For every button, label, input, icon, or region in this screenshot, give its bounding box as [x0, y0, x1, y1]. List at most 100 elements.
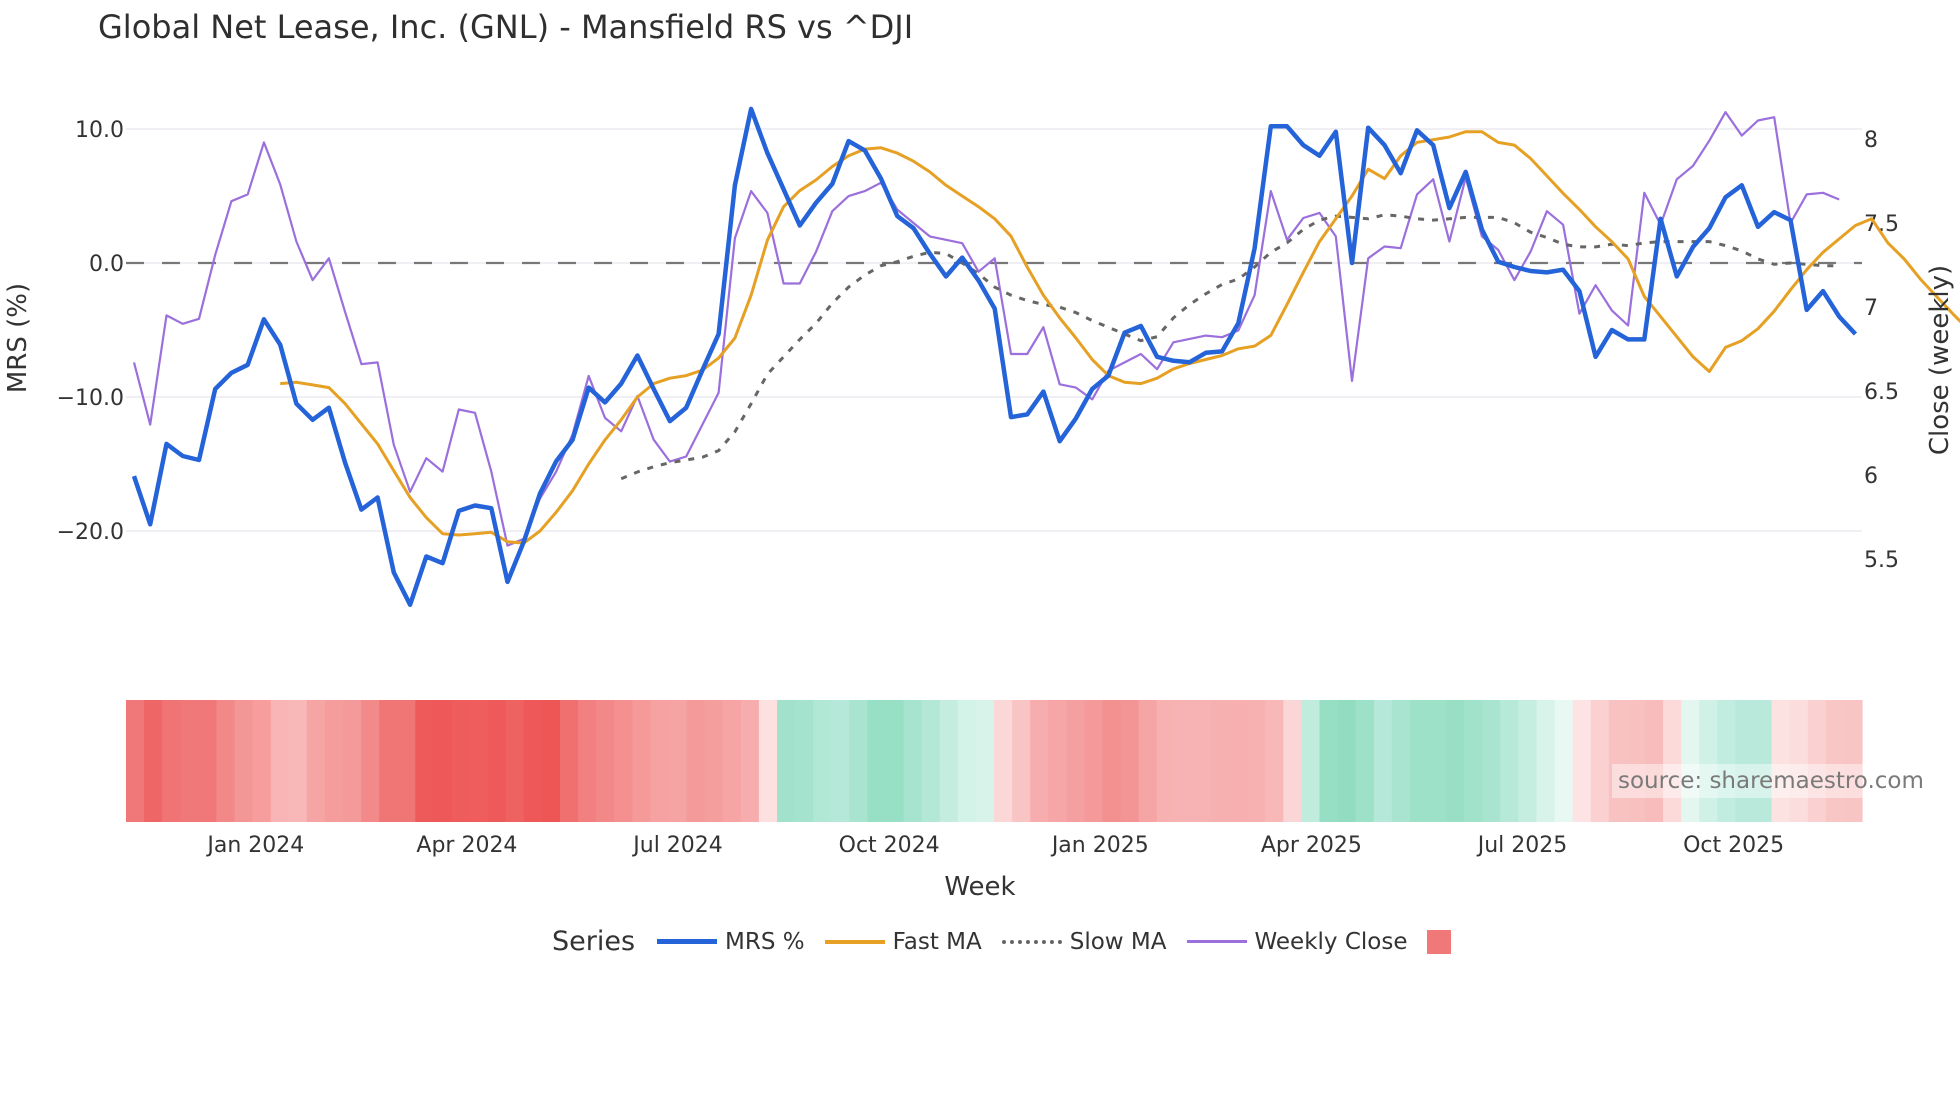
heatmap-cell: [1319, 700, 1339, 822]
heatmap-cell: [1807, 700, 1827, 822]
heatmap-cell: [324, 700, 344, 822]
x-tick-label: Oct 2024: [839, 833, 940, 858]
legend-swatch-mrs: [657, 939, 718, 944]
legend-label: Weekly Close: [1254, 928, 1408, 955]
heatmap-cell: [162, 700, 181, 822]
gridlines: [126, 128, 1862, 532]
heatmap-cell: [1717, 700, 1736, 822]
heatmap-cell: [1843, 700, 1863, 822]
x-tick-label: Jan 2025: [1050, 833, 1149, 858]
heatmap-cell: [126, 700, 145, 822]
heatmap-cell: [451, 700, 471, 822]
heatmap-cell: [144, 700, 163, 822]
heatmap-cell: [578, 700, 597, 822]
x-tick-label: Jul 2024: [631, 833, 723, 858]
heatmap-cell: [361, 700, 380, 822]
heatmap-cell: [939, 700, 959, 822]
heatmap-cell: [1789, 700, 1809, 822]
heatmap-cell: [379, 700, 398, 822]
heatmap-cell: [614, 700, 633, 822]
x-tick-label: Apr 2024: [416, 833, 517, 858]
heatmap-cell: [1663, 700, 1682, 822]
heatmap-cell: [650, 700, 670, 822]
mrs-line: [131, 106, 1858, 607]
heatmap-cell: [487, 700, 507, 822]
legend-item-fast-ma[interactable]: Fast MA: [824, 929, 982, 955]
legend-swatch-fast-ma: [824, 939, 885, 944]
heatmap-cell: [1138, 700, 1158, 822]
legend-title: Series: [552, 926, 636, 957]
heatmap-cell: [270, 700, 290, 822]
y2-tick-label: 6.5: [1864, 380, 1899, 405]
y-tick-label: −20.0: [57, 520, 124, 545]
heatmap-cell: [216, 700, 236, 822]
heatmap-cell: [1084, 700, 1104, 822]
heatmap-cell: [415, 700, 434, 822]
y2-tick-label: 6: [1864, 464, 1878, 489]
heatmap-cell: [288, 700, 308, 822]
heatmap-cell: [1102, 700, 1122, 822]
heatmap-cell: [957, 700, 977, 822]
heatmap-cell: [1771, 700, 1791, 822]
heatmap-cell: [1482, 700, 1501, 822]
heatmap-cell: [180, 700, 199, 822]
heatmap-cell: [1590, 700, 1610, 822]
heatmap-cell: [1518, 700, 1538, 822]
legend: Series MRS % Fast MA Slow MA Weekly Clos…: [552, 926, 1471, 957]
heatmap-cell: [740, 700, 760, 822]
fast-ma-line: [280, 130, 1960, 545]
heatmap-cell: [1572, 700, 1592, 822]
heatmap-cell: [849, 700, 868, 822]
heatmap-cell: [1012, 700, 1031, 822]
heatmap-cell: [632, 700, 651, 822]
heatmap-cell: [813, 700, 832, 822]
legend-item-mrs[interactable]: MRS %: [657, 929, 805, 955]
y2-axis-label: Close (weekly): [1925, 265, 1955, 455]
heatmap-cell: [1626, 700, 1646, 822]
heatmap-cell: [1735, 700, 1755, 822]
x-axis-label: Week: [944, 872, 1016, 902]
mrs-heatmap-strip: [126, 700, 1863, 822]
legend-label: Slow MA: [1069, 928, 1167, 955]
y2-axis-ticks: 87.576.565.5: [1864, 128, 1899, 573]
x-tick-label: Oct 2025: [1683, 833, 1784, 858]
heatmap-cell: [903, 700, 923, 822]
legend-item-weekly-close[interactable]: Weekly Close: [1186, 928, 1408, 955]
y-tick-label: −10.0: [57, 386, 124, 411]
y2-tick-label: 5.5: [1864, 548, 1899, 573]
heatmap-cell: [1446, 700, 1465, 822]
heatmap-cell: [1337, 700, 1357, 822]
heatmap-cell: [1192, 700, 1212, 822]
legend-swatch-weekly-close: [1186, 940, 1247, 943]
heatmap-cell: [668, 700, 688, 822]
series-lines: [131, 106, 1960, 607]
heatmap-cell: [1554, 700, 1574, 822]
y-axis-label: MRS (%): [3, 283, 33, 393]
heatmap-cell: [252, 700, 272, 822]
heatmap-cell: [1608, 700, 1628, 822]
legend-swatch-slow-ma: [1001, 939, 1062, 944]
heatmap-cell: [234, 700, 254, 822]
heatmap-cell: [1753, 700, 1773, 822]
y2-tick-label: 8: [1864, 128, 1878, 153]
heatmap-cell: [1265, 700, 1284, 822]
heatmap-cell: [1428, 700, 1447, 822]
heatmap-cell: [1391, 700, 1411, 822]
heatmap-cell: [1247, 700, 1266, 822]
heatmap-cell: [1681, 700, 1700, 822]
heatmap-cell: [1156, 700, 1176, 822]
heatmap-cell: [975, 700, 995, 822]
legend-swatch-heatmap: [1427, 929, 1452, 954]
heatmap-cell: [343, 700, 362, 822]
heatmap-cell: [1066, 700, 1085, 822]
heatmap-cell: [1301, 700, 1321, 822]
heatmap-cell: [1373, 700, 1393, 822]
legend-item-heatmap[interactable]: [1427, 929, 1452, 954]
heatmap-cell: [722, 700, 742, 822]
heatmap-cell: [1464, 700, 1483, 822]
legend-item-slow-ma[interactable]: Slow MA: [1001, 928, 1167, 955]
heatmap-cell: [397, 700, 416, 822]
heatmap-cell: [1536, 700, 1556, 822]
heatmap-cell: [686, 700, 706, 822]
